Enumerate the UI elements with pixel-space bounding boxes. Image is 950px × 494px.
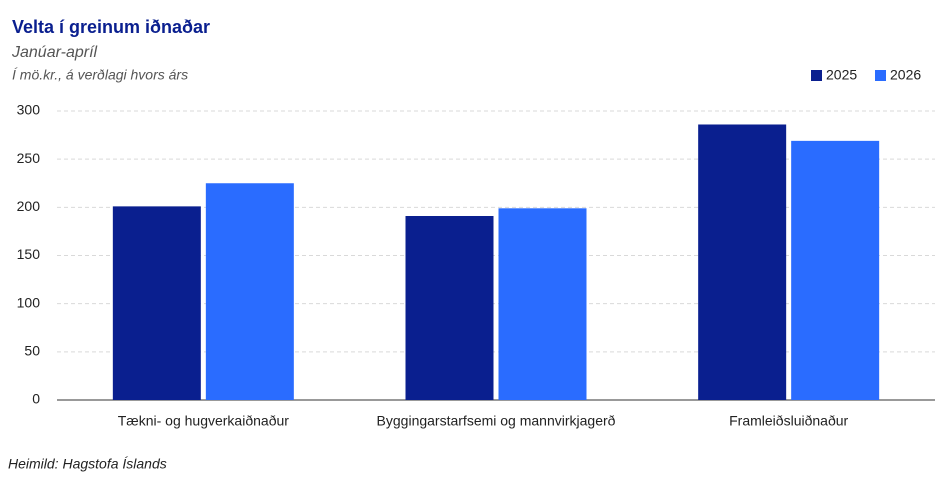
- y-tick-label: 250: [17, 150, 41, 166]
- bar: [205, 183, 294, 400]
- y-tick-label: 0: [32, 391, 40, 407]
- y-tick-label: 100: [17, 294, 41, 310]
- source: Heimild: Hagstofa Íslands: [8, 456, 167, 472]
- legend-swatch: [875, 70, 886, 81]
- bar: [112, 206, 201, 400]
- bar: [698, 124, 787, 400]
- y-tick-label: 300: [17, 102, 41, 118]
- bar: [498, 208, 587, 400]
- chart-title: Velta í greinum iðnaðar: [12, 17, 210, 37]
- y-tick-label: 150: [17, 246, 41, 262]
- bar: [791, 140, 880, 400]
- legend-label: 2026: [890, 67, 921, 83]
- legend-label: 2025: [826, 67, 857, 83]
- chart-subtitle: Janúar-apríl: [11, 44, 98, 61]
- bar: [405, 216, 494, 400]
- y-tick-label: 200: [17, 198, 41, 214]
- y-tick-label: 50: [24, 343, 40, 359]
- x-tick-label: Framleiðsluiðnaður: [729, 413, 848, 429]
- legend-swatch: [811, 70, 822, 81]
- unit-label: Í mö.kr., á verðlagi hvors árs: [12, 67, 188, 83]
- x-tick-label: Tækni- og hugverkaiðnaður: [118, 413, 290, 429]
- x-tick-label: Byggingarstarfsemi og mannvirkjagerð: [377, 413, 616, 429]
